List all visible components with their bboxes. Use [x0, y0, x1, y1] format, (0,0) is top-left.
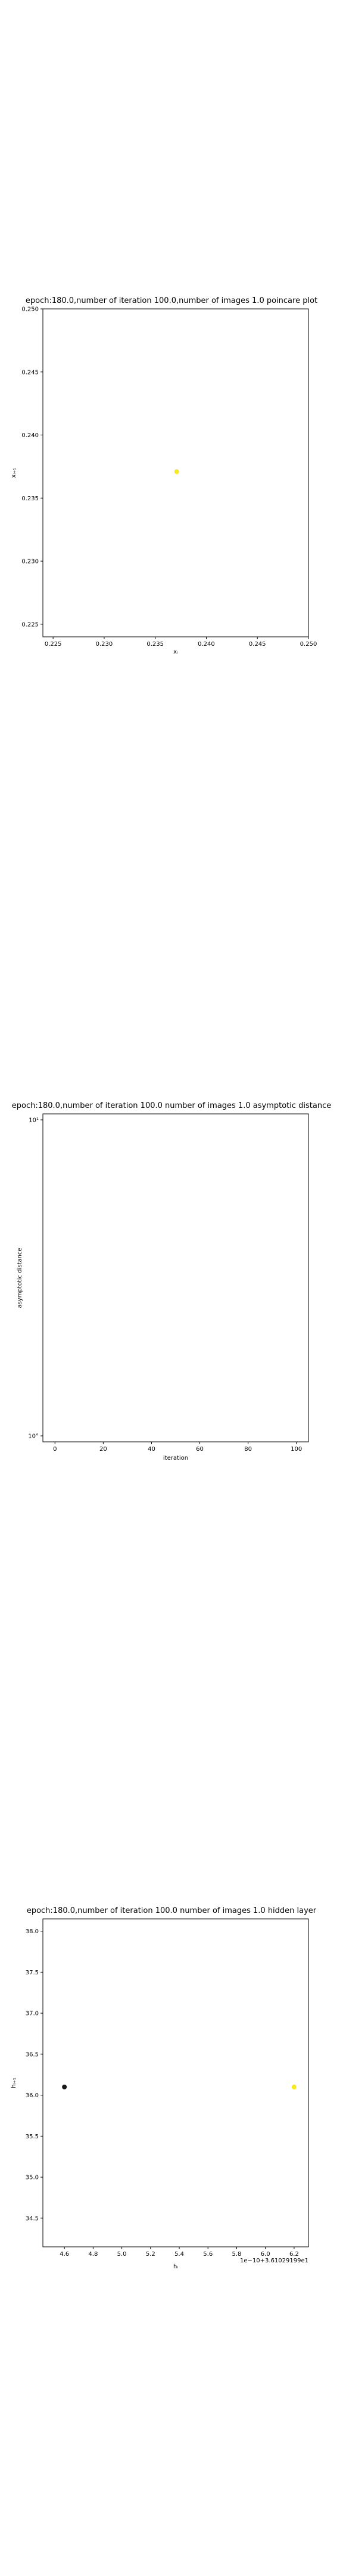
asymptotic-x-tick-label: 80: [244, 1446, 252, 1453]
hidden-layer-y-tick-label: 37.5: [26, 1970, 39, 1976]
poincare-data-point: [174, 469, 179, 474]
hidden-layer-x-axis-label: hᵢ: [173, 2264, 178, 2270]
hidden-layer-y-tick-label: 36.0: [26, 2092, 39, 2099]
asymptotic-plot-frame: [42, 1113, 309, 1442]
hidden-layer-x-tick-label: 6.2: [289, 2251, 299, 2258]
poincare-x-tick-label: 0.240: [198, 641, 215, 648]
poincare-y-tick-label: 0.235: [21, 496, 39, 502]
poincare-y-tick-label: 0.250: [21, 306, 39, 313]
hidden-layer-ticks: 4.6 4.8 5.0 5.2 5.4 5.6 5.8 6.0 6.2 34.5 35.0 35.5 3…: [26, 1928, 299, 2258]
poincare-x-tick-label: 0.225: [45, 641, 62, 648]
poincare-y-tick-label: 0.225: [21, 621, 39, 628]
asymptotic-distance-chart: epoch:180.0,number of iteration 100.0 nu…: [12, 1101, 331, 1462]
poincare-y-axis-label: xᵢ₊₁: [11, 468, 17, 478]
asymptotic-y-tick-label: 10°: [28, 1433, 39, 1440]
asymptotic-ticks: 0 20 40 60 80 100 10¹ 10°: [28, 1117, 302, 1453]
asymptotic-x-axis-label: iteration: [163, 1455, 188, 1462]
hidden-layer-points: [62, 2084, 297, 2089]
hidden-layer-y-tick-label: 38.0: [26, 1928, 39, 1935]
asymptotic-x-tick-label: 60: [196, 1446, 204, 1453]
asymptotic-x-tick-label: 20: [99, 1446, 107, 1453]
hidden-layer-y-tick-label: 36.5: [26, 2051, 39, 2058]
asymptotic-title: epoch:180.0,number of iteration 100.0 nu…: [12, 1101, 331, 1110]
hidden-layer-y-tick-label: 34.5: [26, 2215, 39, 2222]
poincare-x-tick-label: 0.230: [96, 641, 113, 648]
asymptotic-y-axis-label: asymptotic distance: [17, 1247, 23, 1308]
poincare-chart: epoch:180.0,number of iteration 100.0,nu…: [11, 296, 317, 655]
hidden-layer-data-point: [291, 2084, 297, 2089]
poincare-y-tick-label: 0.230: [21, 559, 39, 565]
hidden-layer-x-tick-label: 5.2: [146, 2251, 155, 2258]
asymptotic-x-tick-label: 100: [291, 1446, 302, 1453]
asymptotic-y-tick-label: 10¹: [29, 1117, 39, 1124]
poincare-points: [174, 469, 179, 474]
hidden-layer-y-tick-label: 35.5: [26, 2134, 39, 2140]
poincare-y-tick-label: 0.245: [21, 369, 39, 376]
asymptotic-x-tick-label: 0: [53, 1446, 57, 1453]
poincare-x-tick-label: 0.245: [249, 641, 266, 648]
hidden-layer-x-tick-label: 6.0: [261, 2251, 270, 2258]
hidden-layer-x-tick-label: 5.8: [232, 2251, 242, 2258]
poincare-x-tick-label: 0.250: [300, 641, 317, 648]
hidden-layer-x-tick-label: 4.8: [88, 2251, 98, 2258]
hidden-layer-y-tick-label: 35.0: [26, 2175, 39, 2181]
hidden-layer-x-tick-label: 5.6: [203, 2251, 213, 2258]
hidden-layer-x-tick-label: 5.0: [117, 2251, 127, 2258]
poincare-x-tick-label: 0.235: [146, 641, 164, 648]
hidden-layer-x-tick-label: 5.4: [174, 2251, 184, 2258]
hidden-layer-offset-text: 1e−10+3.61029199e1: [240, 2258, 308, 2264]
hidden-layer-x-tick-label: 4.6: [60, 2251, 69, 2258]
poincare-y-tick-label: 0.240: [21, 432, 39, 439]
hidden-layer-chart: epoch:180.0,number of iteration 100.0 nu…: [11, 1906, 317, 2270]
hidden-layer-y-axis-label: hᵢ₊₁: [11, 2077, 17, 2088]
hidden-layer-data-point: [62, 2084, 67, 2089]
poincare-title: epoch:180.0,number of iteration 100.0,nu…: [26, 296, 317, 305]
poincare-x-axis-label: xᵢ: [173, 649, 178, 655]
hidden-layer-y-tick-label: 37.0: [26, 2011, 39, 2017]
hidden-layer-plot-frame: [42, 1918, 309, 2247]
asymptotic-x-tick-label: 40: [148, 1446, 155, 1453]
poincare-plot-frame: [42, 308, 309, 637]
hidden-layer-title: epoch:180.0,number of iteration 100.0 nu…: [27, 1906, 317, 1915]
poincare-ticks: 0.225 0.230 0.235 0.240 0.245 0.250 0.225 0.230…: [21, 306, 317, 648]
